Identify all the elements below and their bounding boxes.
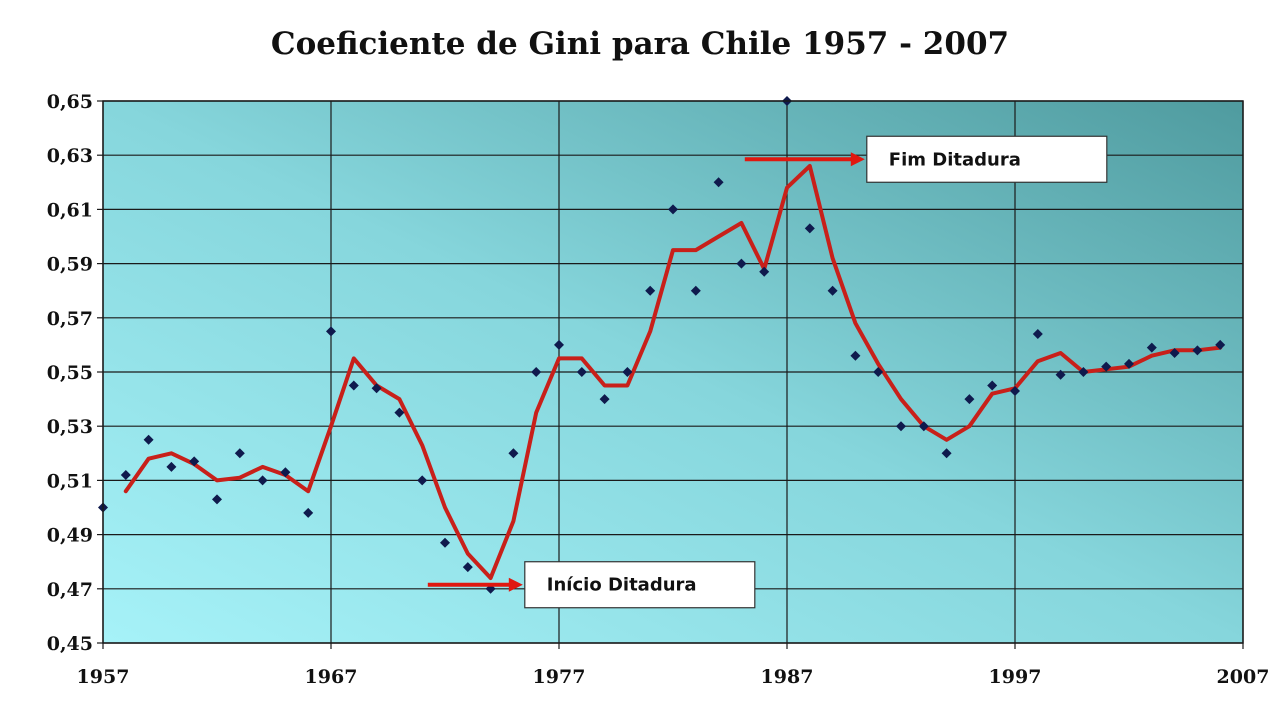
data-point xyxy=(554,339,564,350)
annotation-box xyxy=(524,561,756,609)
data-point xyxy=(348,380,359,391)
data-point xyxy=(645,285,656,296)
data-point xyxy=(462,562,473,573)
data-point xyxy=(280,467,291,478)
data-point xyxy=(417,475,428,486)
data-point xyxy=(166,461,177,472)
trend-line xyxy=(123,164,1223,580)
annotation-arrow-head xyxy=(850,152,865,167)
data-point xyxy=(1192,345,1203,356)
data-point xyxy=(189,456,200,467)
annotation-label: Fim Ditadura xyxy=(889,149,1021,170)
axes: 0,65 0,63 0,61 0,59 0,57 0,55 0,53 0,51 0,49 0,47… xyxy=(47,91,1270,688)
data-point xyxy=(827,285,838,296)
data-point xyxy=(1055,369,1066,380)
y-tick-label: 0,55 xyxy=(47,362,93,384)
x-tick-label: 1957 xyxy=(77,666,130,688)
data-point xyxy=(1032,329,1043,340)
data-point xyxy=(941,448,952,459)
data-point xyxy=(1124,358,1134,369)
line-layer xyxy=(123,164,1223,580)
x-tick-label: 1967 xyxy=(305,666,358,688)
annotation-arrow-head xyxy=(508,577,523,592)
data-point xyxy=(1169,348,1180,359)
point-layer xyxy=(98,96,1226,594)
y-tick-label: 0,53 xyxy=(47,416,93,438)
x-tick-label: 2007 xyxy=(1217,666,1270,688)
data-point xyxy=(440,537,450,548)
annotation-box xyxy=(866,135,1108,183)
y-tick-label: 0,57 xyxy=(47,308,93,330)
y-tick-label: 0,51 xyxy=(47,470,93,492)
data-point xyxy=(212,494,222,505)
data-point xyxy=(759,266,770,277)
annotation-label: Início Ditadura xyxy=(547,575,697,596)
y-tick-label: 0,49 xyxy=(47,525,93,547)
data-point xyxy=(326,326,336,337)
data-point xyxy=(303,507,314,518)
data-point xyxy=(804,223,815,234)
data-point xyxy=(873,367,884,377)
x-tick-label: 1987 xyxy=(761,666,814,688)
data-point xyxy=(1215,339,1226,350)
annotations: Início Ditadura Fim Ditadura xyxy=(427,135,1108,609)
data-point xyxy=(394,407,405,418)
data-point xyxy=(850,350,861,361)
data-point xyxy=(1146,342,1157,353)
data-point xyxy=(531,367,542,377)
data-point xyxy=(896,421,906,432)
y-tick-label: 0,63 xyxy=(47,145,93,167)
data-point xyxy=(234,448,245,459)
data-point xyxy=(713,177,724,188)
data-point xyxy=(987,380,998,391)
data-point xyxy=(1101,361,1112,372)
y-tick-label: 0,45 xyxy=(47,633,93,655)
x-tick-label: 1977 xyxy=(533,666,586,688)
y-tick-label: 0,61 xyxy=(47,199,93,221)
chart-title: Coeficiente de Gini para Chile 1957 - 20… xyxy=(271,26,1009,62)
y-tick-label: 0,59 xyxy=(47,254,93,276)
data-point xyxy=(599,394,610,405)
data-point xyxy=(668,204,678,215)
y-tick-label: 0,65 xyxy=(47,91,93,113)
data-point xyxy=(1010,385,1020,396)
data-point xyxy=(918,421,929,432)
data-point xyxy=(690,285,701,296)
x-tick-label: 1997 xyxy=(989,666,1042,688)
data-point xyxy=(1078,367,1089,377)
data-point xyxy=(257,475,268,486)
data-point xyxy=(508,448,519,459)
data-point xyxy=(143,434,154,445)
data-point xyxy=(576,367,587,377)
data-point xyxy=(120,469,131,480)
data-point xyxy=(371,383,382,394)
data-point xyxy=(964,394,975,405)
data-point xyxy=(736,258,747,269)
data-point xyxy=(622,367,633,377)
y-tick-label: 0,47 xyxy=(47,579,93,601)
